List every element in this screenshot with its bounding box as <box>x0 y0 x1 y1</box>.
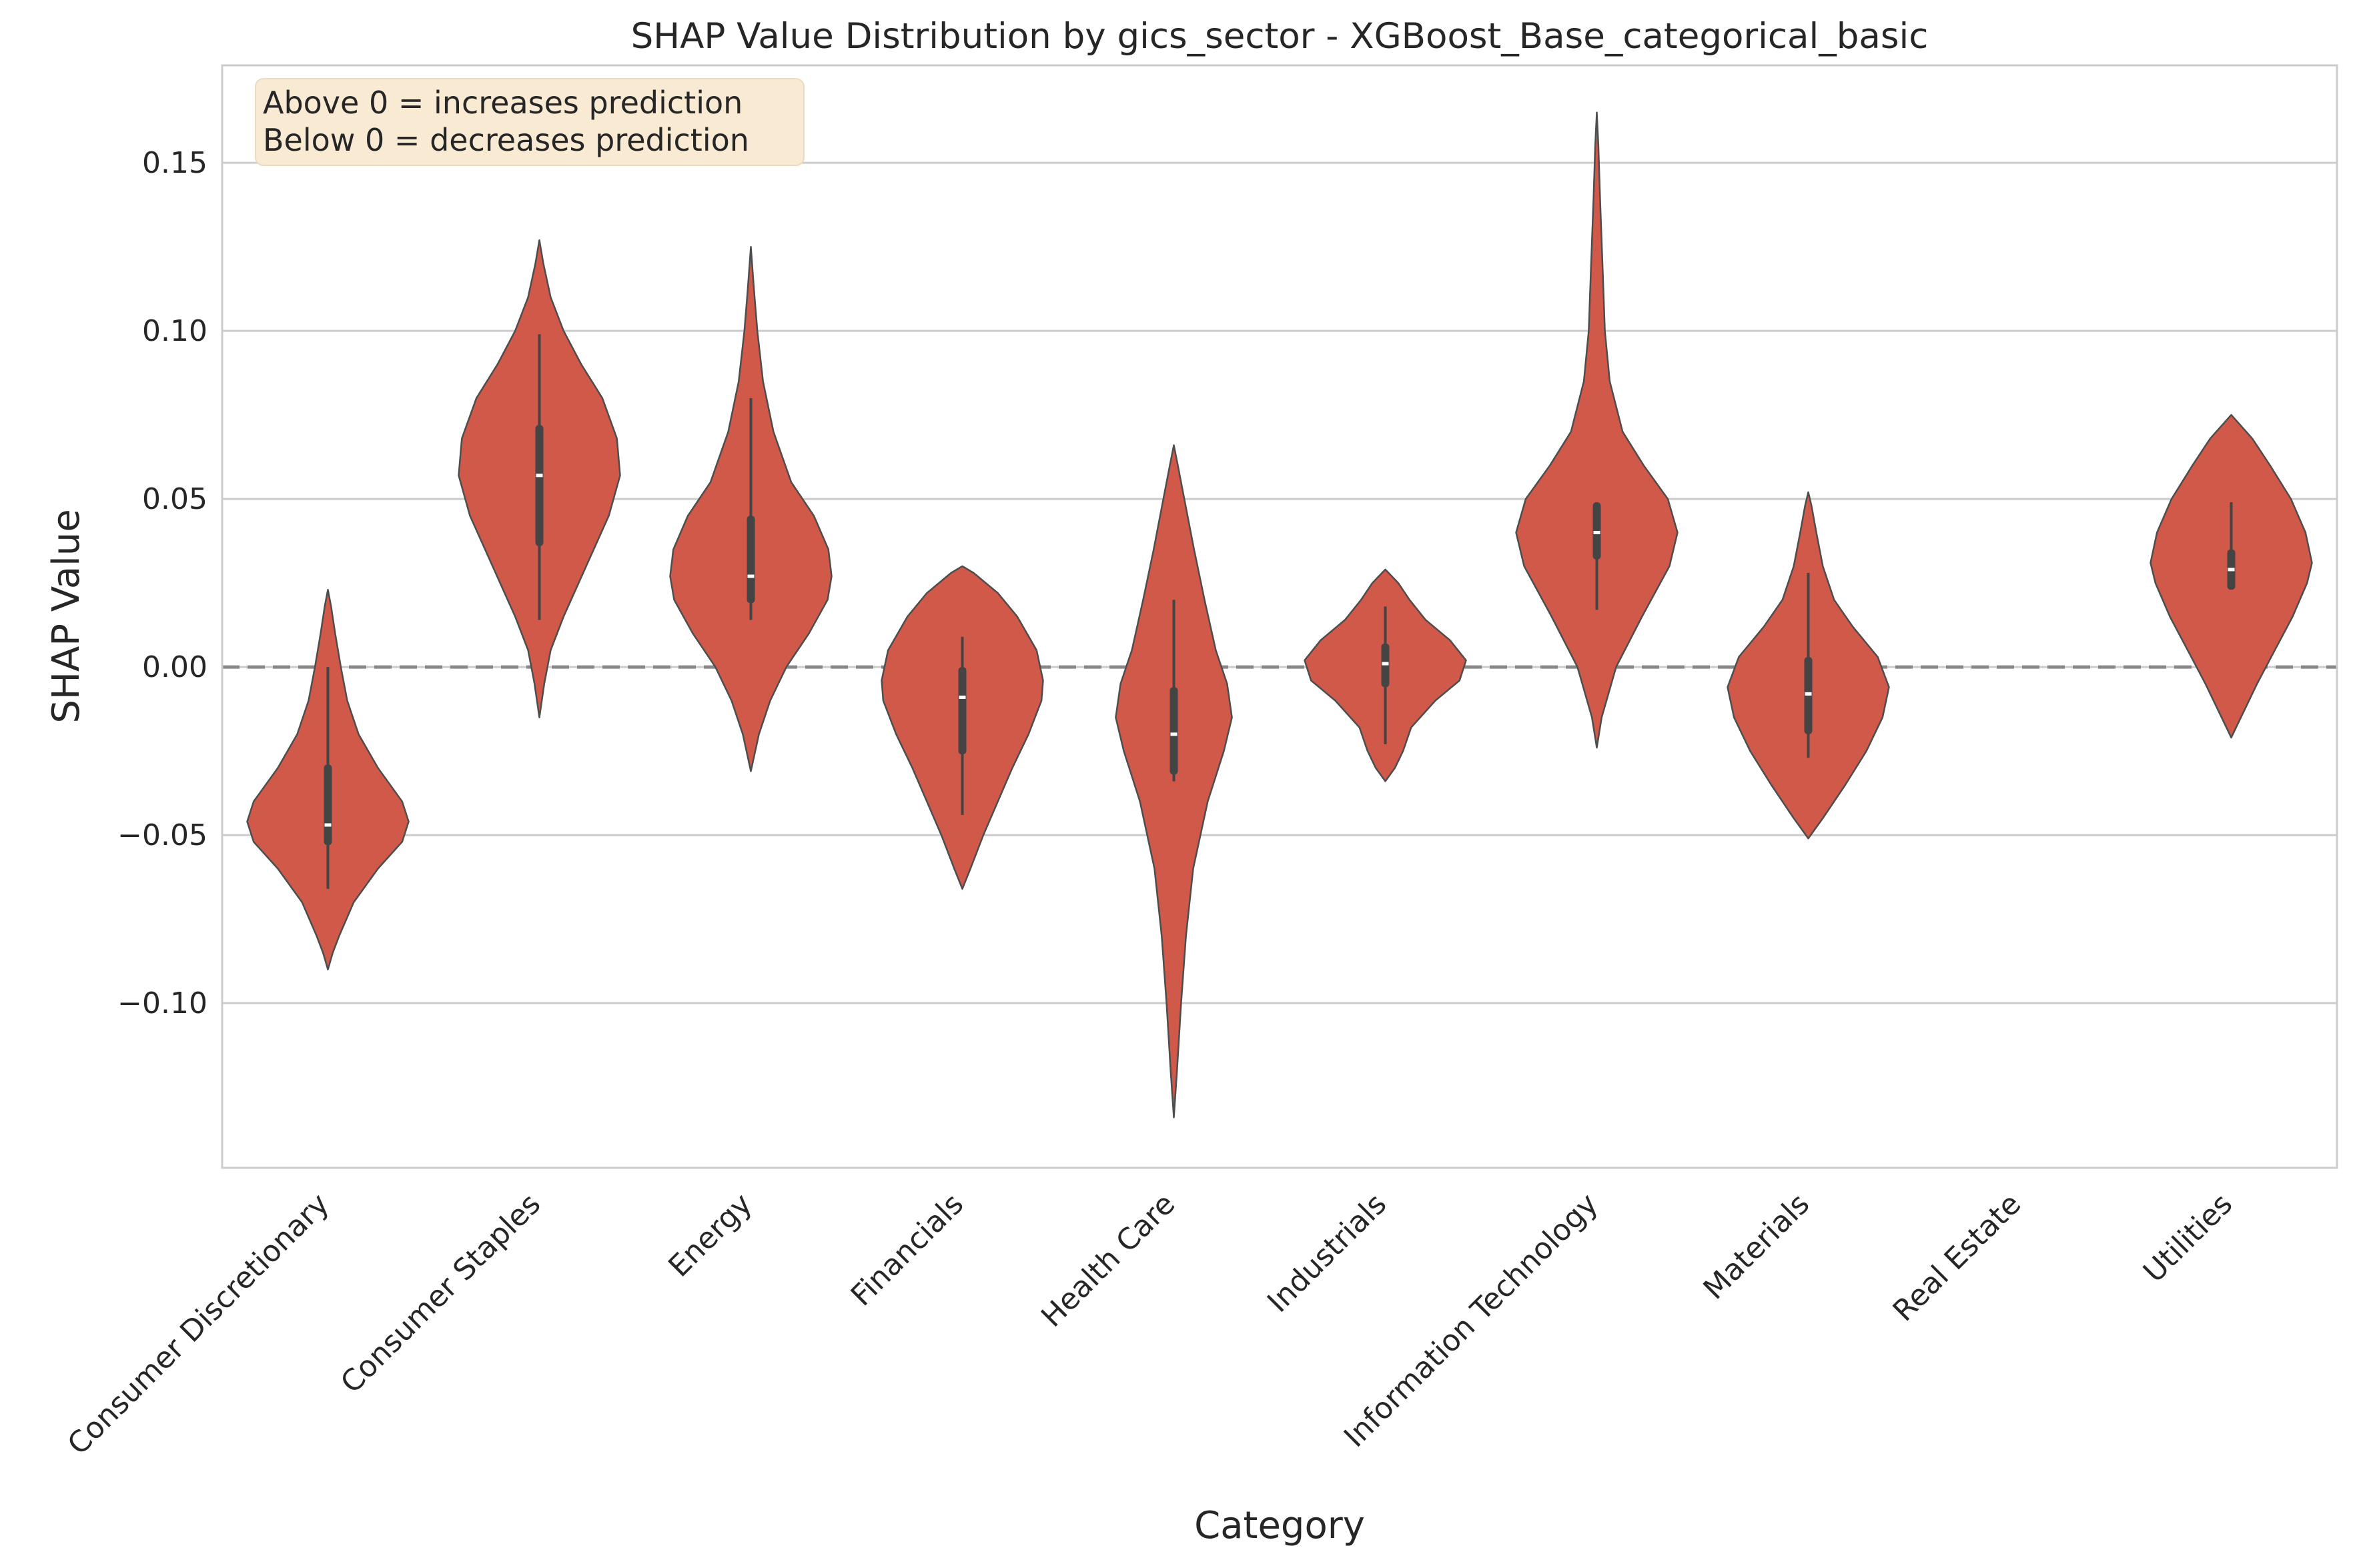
y-tick-label: 0.10 <box>142 314 207 348</box>
annotation-line-1: Above 0 = increases prediction <box>263 85 743 121</box>
annotation-background <box>255 78 805 166</box>
violin-iqr-box <box>1804 656 1813 734</box>
violins <box>246 111 2313 1118</box>
violin-iqr-box <box>747 516 755 604</box>
violin-iqr-box <box>535 425 544 546</box>
violin-iqr-box <box>1592 502 1601 560</box>
x-axis-label: Category <box>1194 1504 1365 1547</box>
violin-median-mark <box>1805 692 1812 696</box>
y-tick-labels: −0.10 −0.05 0.00 0.05 0.10 0.15 <box>117 146 207 1020</box>
violin-iqr-box <box>958 667 967 755</box>
y-tick-label: 0.15 <box>142 146 207 180</box>
violin-body <box>1115 444 1233 1118</box>
violin-iqr-box <box>324 764 332 846</box>
violin-iqr-box <box>1169 687 1178 775</box>
violin-median-mark <box>2228 568 2235 572</box>
violin-median-mark <box>1593 531 1600 535</box>
violin-iqr-box <box>1381 643 1390 688</box>
chart-title: SHAP Value Distribution by gics_sector -… <box>631 16 1929 57</box>
y-tick-label: −0.10 <box>117 986 207 1020</box>
violin-median-mark <box>324 823 332 827</box>
y-tick-label: 0.00 <box>142 650 207 684</box>
annotation-box: Above 0 = increases prediction Below 0 =… <box>255 78 805 166</box>
y-tick-label: 0.05 <box>142 482 207 516</box>
y-axis-label: SHAP Value <box>45 509 88 723</box>
violin-body <box>1515 111 1679 749</box>
plot-frame <box>221 64 2338 1169</box>
violin-median-mark <box>536 474 543 478</box>
violin-median-mark <box>959 695 966 699</box>
violin-median-mark <box>1170 732 1178 736</box>
violin-median-mark <box>1382 662 1389 666</box>
annotation-line-2: Below 0 = decreases prediction <box>263 122 749 158</box>
y-tick-label: −0.05 <box>117 818 207 852</box>
violin-median-mark <box>747 574 755 578</box>
